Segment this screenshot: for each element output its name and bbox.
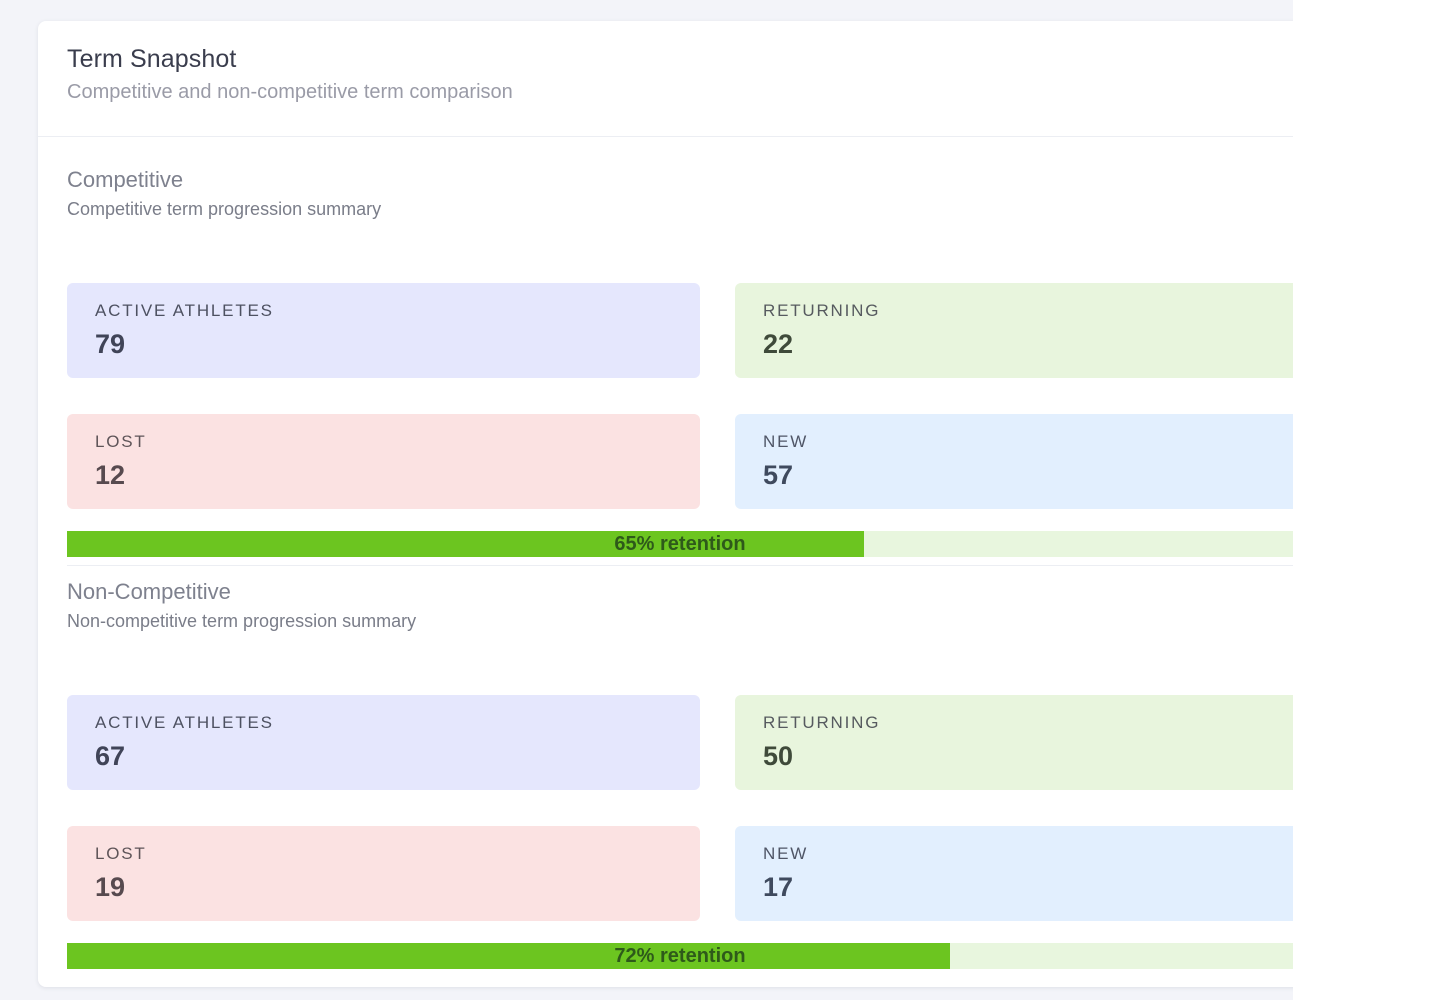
retention-progress-fill	[67, 531, 864, 557]
retention-progress-bar: 72% retention	[67, 943, 1293, 969]
stat-value: 22	[763, 329, 794, 359]
stat-value: 12	[95, 460, 126, 490]
section-description: Non-competitive term progression summary	[67, 611, 417, 631]
stat-value: 19	[95, 872, 126, 902]
page-background: Term Snapshot Competitive and non-compet…	[0, 0, 1293, 1000]
retention-progress-bar: 65% retention	[67, 531, 1293, 557]
stat-value: 67	[95, 741, 126, 771]
stat-returning: RETURNING 22	[735, 283, 1293, 378]
card-title: Term Snapshot	[67, 45, 237, 73]
stat-lost: LOST 19	[67, 826, 700, 921]
card-header: Term Snapshot Competitive and non-compet…	[38, 21, 1293, 137]
stat-value: 17	[763, 872, 794, 902]
stat-value: 79	[95, 329, 126, 359]
stat-label: ACTIVE ATHLETES	[95, 713, 274, 732]
section-divider	[67, 565, 1293, 566]
section-competitive: Competitive Competitive term progression…	[67, 166, 1293, 221]
retention-label: 65% retention	[614, 533, 746, 555]
stat-label: LOST	[95, 432, 147, 451]
stat-active-athletes: ACTIVE ATHLETES 79	[67, 283, 700, 378]
stat-returning: RETURNING 50	[735, 695, 1293, 790]
section-title: Non-Competitive	[67, 579, 231, 604]
stat-label: NEW	[763, 432, 809, 451]
stat-value: 50	[763, 741, 794, 771]
section-non-competitive: Non-Competitive Non-competitive term pro…	[67, 578, 1293, 633]
stat-label: ACTIVE ATHLETES	[95, 301, 274, 320]
stat-label: RETURNING	[763, 713, 881, 732]
competitive-stats: ACTIVE ATHLETES 79 RETURNING 22 LOST 12 …	[67, 283, 1293, 573]
stat-lost: LOST 12	[67, 414, 700, 509]
retention-progress-fill	[67, 943, 950, 969]
stat-label: RETURNING	[763, 301, 881, 320]
stat-new: NEW 57	[735, 414, 1293, 509]
stat-label: LOST	[95, 844, 147, 863]
stat-new: NEW 17	[735, 826, 1293, 921]
stat-value: 57	[763, 460, 794, 490]
stat-label: NEW	[763, 844, 809, 863]
section-description: Competitive term progression summary	[67, 199, 382, 219]
section-title: Competitive	[67, 167, 184, 192]
term-snapshot-card: Term Snapshot Competitive and non-compet…	[38, 21, 1293, 987]
card-subtitle: Competitive and non-competitive term com…	[67, 81, 513, 103]
non-competitive-stats: ACTIVE ATHLETES 67 RETURNING 50 LOST 19 …	[67, 695, 1293, 985]
retention-label: 72% retention	[614, 945, 746, 967]
stat-active-athletes: ACTIVE ATHLETES 67	[67, 695, 700, 790]
